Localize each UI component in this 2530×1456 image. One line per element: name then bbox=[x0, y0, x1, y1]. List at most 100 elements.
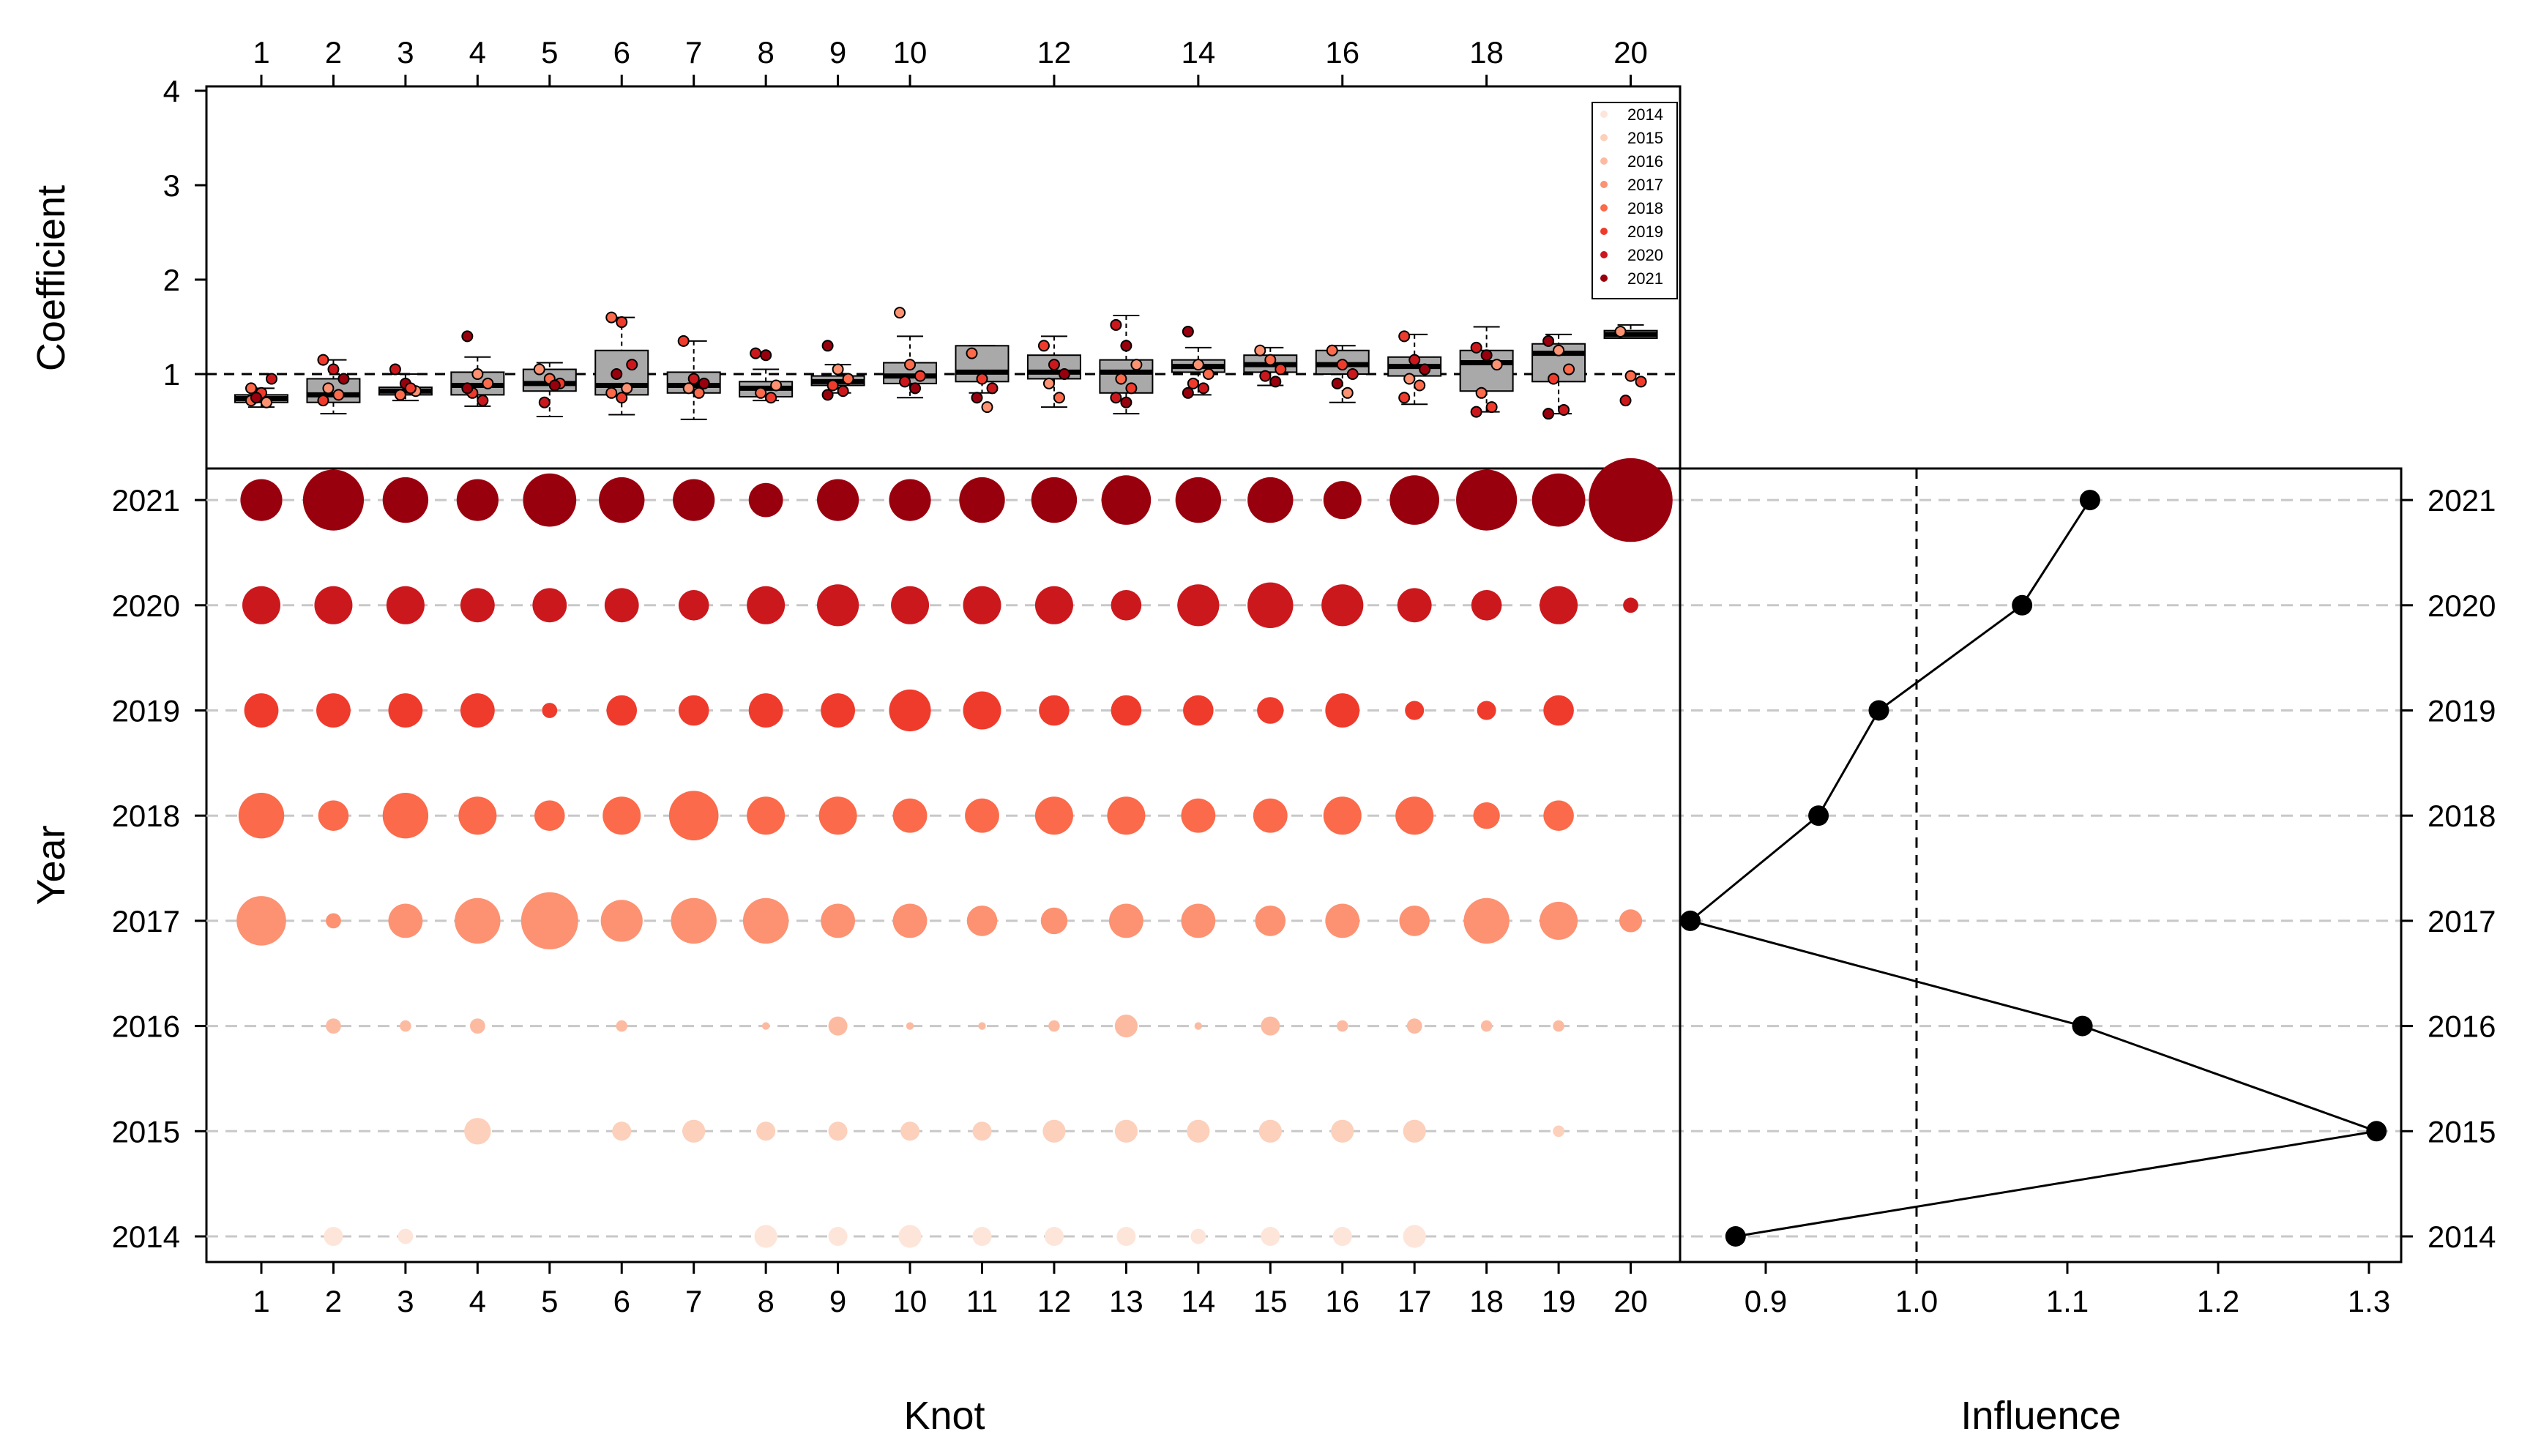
legend-marker-2019 bbox=[1600, 228, 1608, 235]
coef-point bbox=[1336, 359, 1348, 371]
coef-point bbox=[755, 387, 767, 399]
coef-point bbox=[1635, 376, 1647, 388]
bubble-2018-knot-18 bbox=[1473, 802, 1500, 829]
coef-point bbox=[1120, 396, 1132, 408]
bubble-2017-knot-7 bbox=[671, 897, 717, 944]
coef-point bbox=[461, 330, 474, 343]
bubble-2014-knot-10 bbox=[898, 1225, 922, 1248]
ylabel-coefficient: Coefficient bbox=[29, 185, 73, 371]
bubble-2017-knot-14 bbox=[1181, 903, 1216, 938]
coef-point bbox=[533, 363, 545, 376]
x-tick-label-knot: 5 bbox=[541, 1284, 558, 1318]
y-tick-label-right: 2020 bbox=[2428, 589, 2496, 623]
legend-marker-2018 bbox=[1600, 204, 1608, 212]
coef-point bbox=[616, 392, 628, 404]
y-tick-label-year: 2016 bbox=[112, 1009, 180, 1044]
bubble-2014-knot-9 bbox=[828, 1227, 848, 1246]
bubble-2020-knot-2 bbox=[314, 586, 353, 624]
coef-point bbox=[317, 354, 329, 366]
influence-point-2015 bbox=[2366, 1121, 2387, 1142]
bubble-2015-knot-17 bbox=[1403, 1119, 1426, 1143]
coef-point bbox=[1048, 359, 1060, 371]
bubble-2021-knot-15 bbox=[1247, 477, 1294, 523]
bubble-2018-knot-7 bbox=[668, 791, 719, 840]
bubble-2021-knot-12 bbox=[1031, 477, 1078, 523]
x-tick-label-knot: 12 bbox=[1037, 1284, 1072, 1318]
bubble-2017-knot-11 bbox=[966, 906, 998, 936]
coef-point bbox=[1202, 368, 1214, 380]
xlabel-knot: Knot bbox=[903, 1394, 985, 1438]
coef-point bbox=[1414, 379, 1426, 392]
coef-point bbox=[770, 379, 783, 392]
coef-point bbox=[605, 311, 618, 324]
x-tick-label-influence: 1.3 bbox=[2348, 1284, 2390, 1318]
box-knot-19 bbox=[1531, 343, 1586, 383]
bubble-2017-knot-9 bbox=[821, 903, 855, 938]
bubble-2021-knot-2 bbox=[302, 469, 365, 531]
bubble-2019-knot-3 bbox=[388, 693, 423, 728]
y-tick-label-year: 2017 bbox=[112, 904, 180, 938]
coef-point bbox=[404, 382, 417, 395]
coef-point bbox=[1125, 382, 1138, 395]
bubble-2020-knot-7 bbox=[678, 590, 709, 621]
bubble-2021-knot-18 bbox=[1456, 469, 1518, 531]
top-tick-label: 16 bbox=[1325, 35, 1359, 70]
bubble-2015-knot-19 bbox=[1553, 1125, 1564, 1138]
legend-label-2014: 2014 bbox=[1627, 105, 1663, 124]
bubble-2014-knot-17 bbox=[1403, 1225, 1426, 1248]
bubble-2020-knot-1 bbox=[242, 586, 280, 624]
y-tick-label-right: 2016 bbox=[2428, 1009, 2496, 1044]
bubble-2021-knot-11 bbox=[959, 477, 1005, 523]
x-tick-label-knot: 6 bbox=[613, 1284, 630, 1318]
coef-point bbox=[837, 385, 849, 397]
bubble-2018-knot-12 bbox=[1034, 796, 1073, 835]
x-tick-label-influence: 0.9 bbox=[1744, 1284, 1787, 1318]
x-tick-label-knot: 13 bbox=[1109, 1284, 1143, 1318]
bubble-2016-knot-13 bbox=[1114, 1015, 1138, 1038]
bubble-2020-knot-8 bbox=[747, 586, 786, 624]
y-tick-label-right: 2018 bbox=[2428, 799, 2496, 833]
bubble-2016-knot-19 bbox=[1553, 1020, 1564, 1032]
bubble-2015-knot-15 bbox=[1258, 1119, 1282, 1143]
bubble-2016-knot-2 bbox=[326, 1018, 341, 1034]
bubble-2016-knot-17 bbox=[1406, 1018, 1422, 1034]
y-tick-label-right: 2019 bbox=[2428, 694, 2496, 728]
coef-point bbox=[1624, 370, 1637, 382]
bubble-2017-knot-10 bbox=[892, 903, 928, 938]
coef-point bbox=[1115, 373, 1127, 385]
bubble-2018-knot-8 bbox=[747, 796, 786, 835]
bubble-2019-knot-15 bbox=[1257, 697, 1284, 724]
bubble-2017-knot-18 bbox=[1463, 897, 1510, 944]
coef-point bbox=[682, 382, 695, 395]
coef-point bbox=[261, 396, 272, 408]
bubble-2016-knot-3 bbox=[400, 1020, 411, 1032]
coef-point bbox=[1192, 359, 1204, 371]
y-tick-label-coef: 4 bbox=[163, 74, 180, 108]
bubble-2018-knot-10 bbox=[892, 798, 928, 833]
bubble-2015-knot-9 bbox=[828, 1121, 848, 1141]
bubble-2018-knot-4 bbox=[458, 796, 497, 835]
bubble-2020-knot-5 bbox=[532, 588, 567, 623]
coef-point bbox=[538, 396, 551, 408]
top-tick-label: 6 bbox=[613, 35, 630, 70]
y-tick-label-right: 2021 bbox=[2428, 483, 2496, 518]
coef-point bbox=[914, 370, 927, 382]
influence-point-2016 bbox=[2072, 1015, 2093, 1037]
coef-point bbox=[1275, 363, 1287, 376]
bubble-2014-knot-13 bbox=[1116, 1227, 1136, 1246]
bubble-2016-knot-4 bbox=[469, 1018, 485, 1034]
bubble-2020-knot-4 bbox=[460, 588, 495, 623]
coef-point bbox=[687, 373, 700, 385]
coef-point bbox=[1331, 377, 1343, 389]
bubble-2017-knot-1 bbox=[236, 896, 286, 946]
x-tick-label-knot: 3 bbox=[397, 1284, 414, 1318]
bubble-2015-knot-16 bbox=[1331, 1119, 1354, 1143]
coef-point bbox=[332, 389, 345, 401]
influence-point-2019 bbox=[1868, 700, 1889, 721]
coef-point bbox=[1408, 354, 1421, 366]
coef-point bbox=[1058, 368, 1070, 380]
coef-point bbox=[477, 395, 489, 407]
coef-point bbox=[548, 379, 561, 392]
